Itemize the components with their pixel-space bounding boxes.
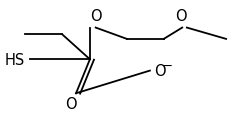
Text: HS: HS bbox=[5, 52, 25, 67]
Text: O: O bbox=[90, 9, 102, 24]
Text: O: O bbox=[65, 96, 77, 111]
Text: −: − bbox=[162, 59, 173, 72]
Text: O: O bbox=[175, 9, 187, 24]
Text: O: O bbox=[155, 63, 166, 78]
